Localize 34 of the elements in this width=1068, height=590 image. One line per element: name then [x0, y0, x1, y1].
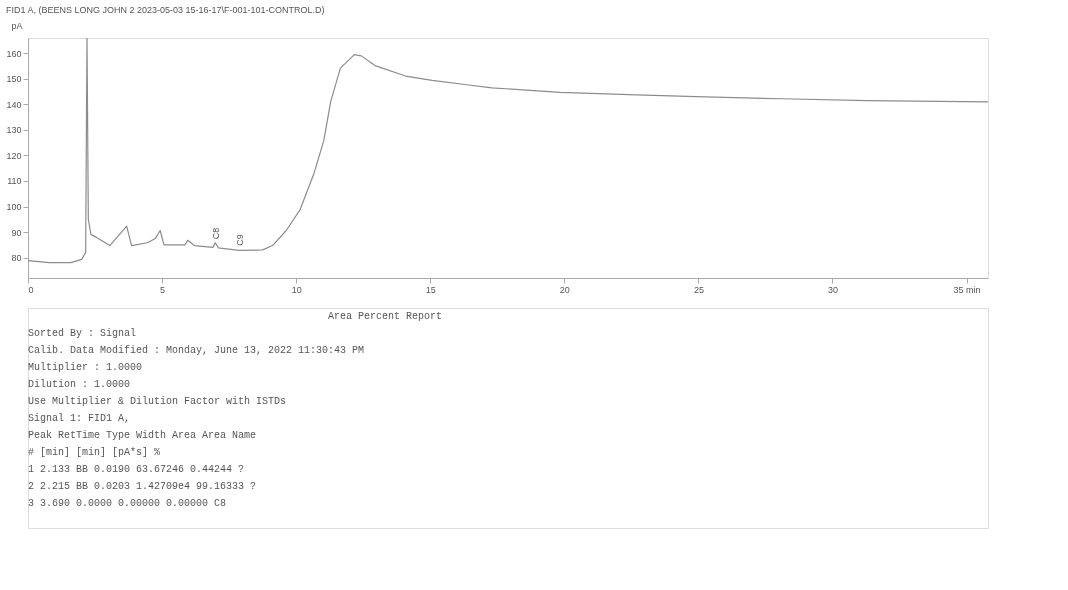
y-axis-title: pA	[11, 20, 23, 31]
text: Sorted By : Signal	[28, 328, 137, 339]
y-tick-label: 110	[7, 176, 22, 187]
chart-title: FID1 A, (BEENS LONG JOHN 2 2023-05-03 15-16-17\F-001-101-CONTROL.D)	[5, 5, 325, 15]
text: Dilution : 1.0000	[28, 379, 131, 390]
y-tick-label: 100	[6, 202, 22, 213]
text: Peak RetTime Type Width Area Area Name	[28, 430, 257, 441]
text: 3 3.690 0.0000 0.00000 0.00000 C8	[28, 498, 227, 509]
x-tick-label: 5	[160, 284, 166, 295]
x-tick-label: 0	[28, 284, 34, 295]
text: Area Percent Report	[328, 311, 443, 322]
y-tick-label: 160	[6, 48, 22, 59]
y-tick-label: 140	[6, 99, 22, 110]
y-tick-label: 80	[11, 253, 22, 264]
x-tick-label: 30	[827, 284, 838, 295]
annotation: C9	[234, 234, 245, 246]
x-tick-label: 15	[425, 284, 436, 295]
y-tick-label: 90	[11, 227, 22, 238]
x-tick-label: 20	[559, 284, 570, 295]
text: Multiplier : 1.0000	[28, 362, 143, 373]
y-tick-label: 130	[6, 125, 22, 136]
y-tick-label: 150	[6, 74, 22, 85]
text: # [min] [min] [pA*s] %	[28, 447, 161, 458]
y-tick-label: 120	[6, 150, 22, 161]
x-tick-label: 10	[291, 284, 302, 295]
text: Use Multiplier & Dilution Factor with ISTDs	[28, 396, 287, 407]
text: Signal 1: FID1 A,	[28, 413, 131, 424]
text: Calib. Data Modified : Monday, June 13, 2022 11:30:43 PM	[28, 345, 365, 356]
text: 1 2.133 BB 0.0190 63.67246 0.44244 ?	[28, 464, 245, 475]
x-tick-label: 35 min	[953, 284, 981, 295]
annotation: C8	[210, 227, 221, 240]
line-series	[28, 38, 988, 264]
text: 2 2.215 BB 0.0203 1.42709e4 99.16333 ?	[28, 481, 257, 492]
x-tick-label: 25	[693, 284, 704, 295]
